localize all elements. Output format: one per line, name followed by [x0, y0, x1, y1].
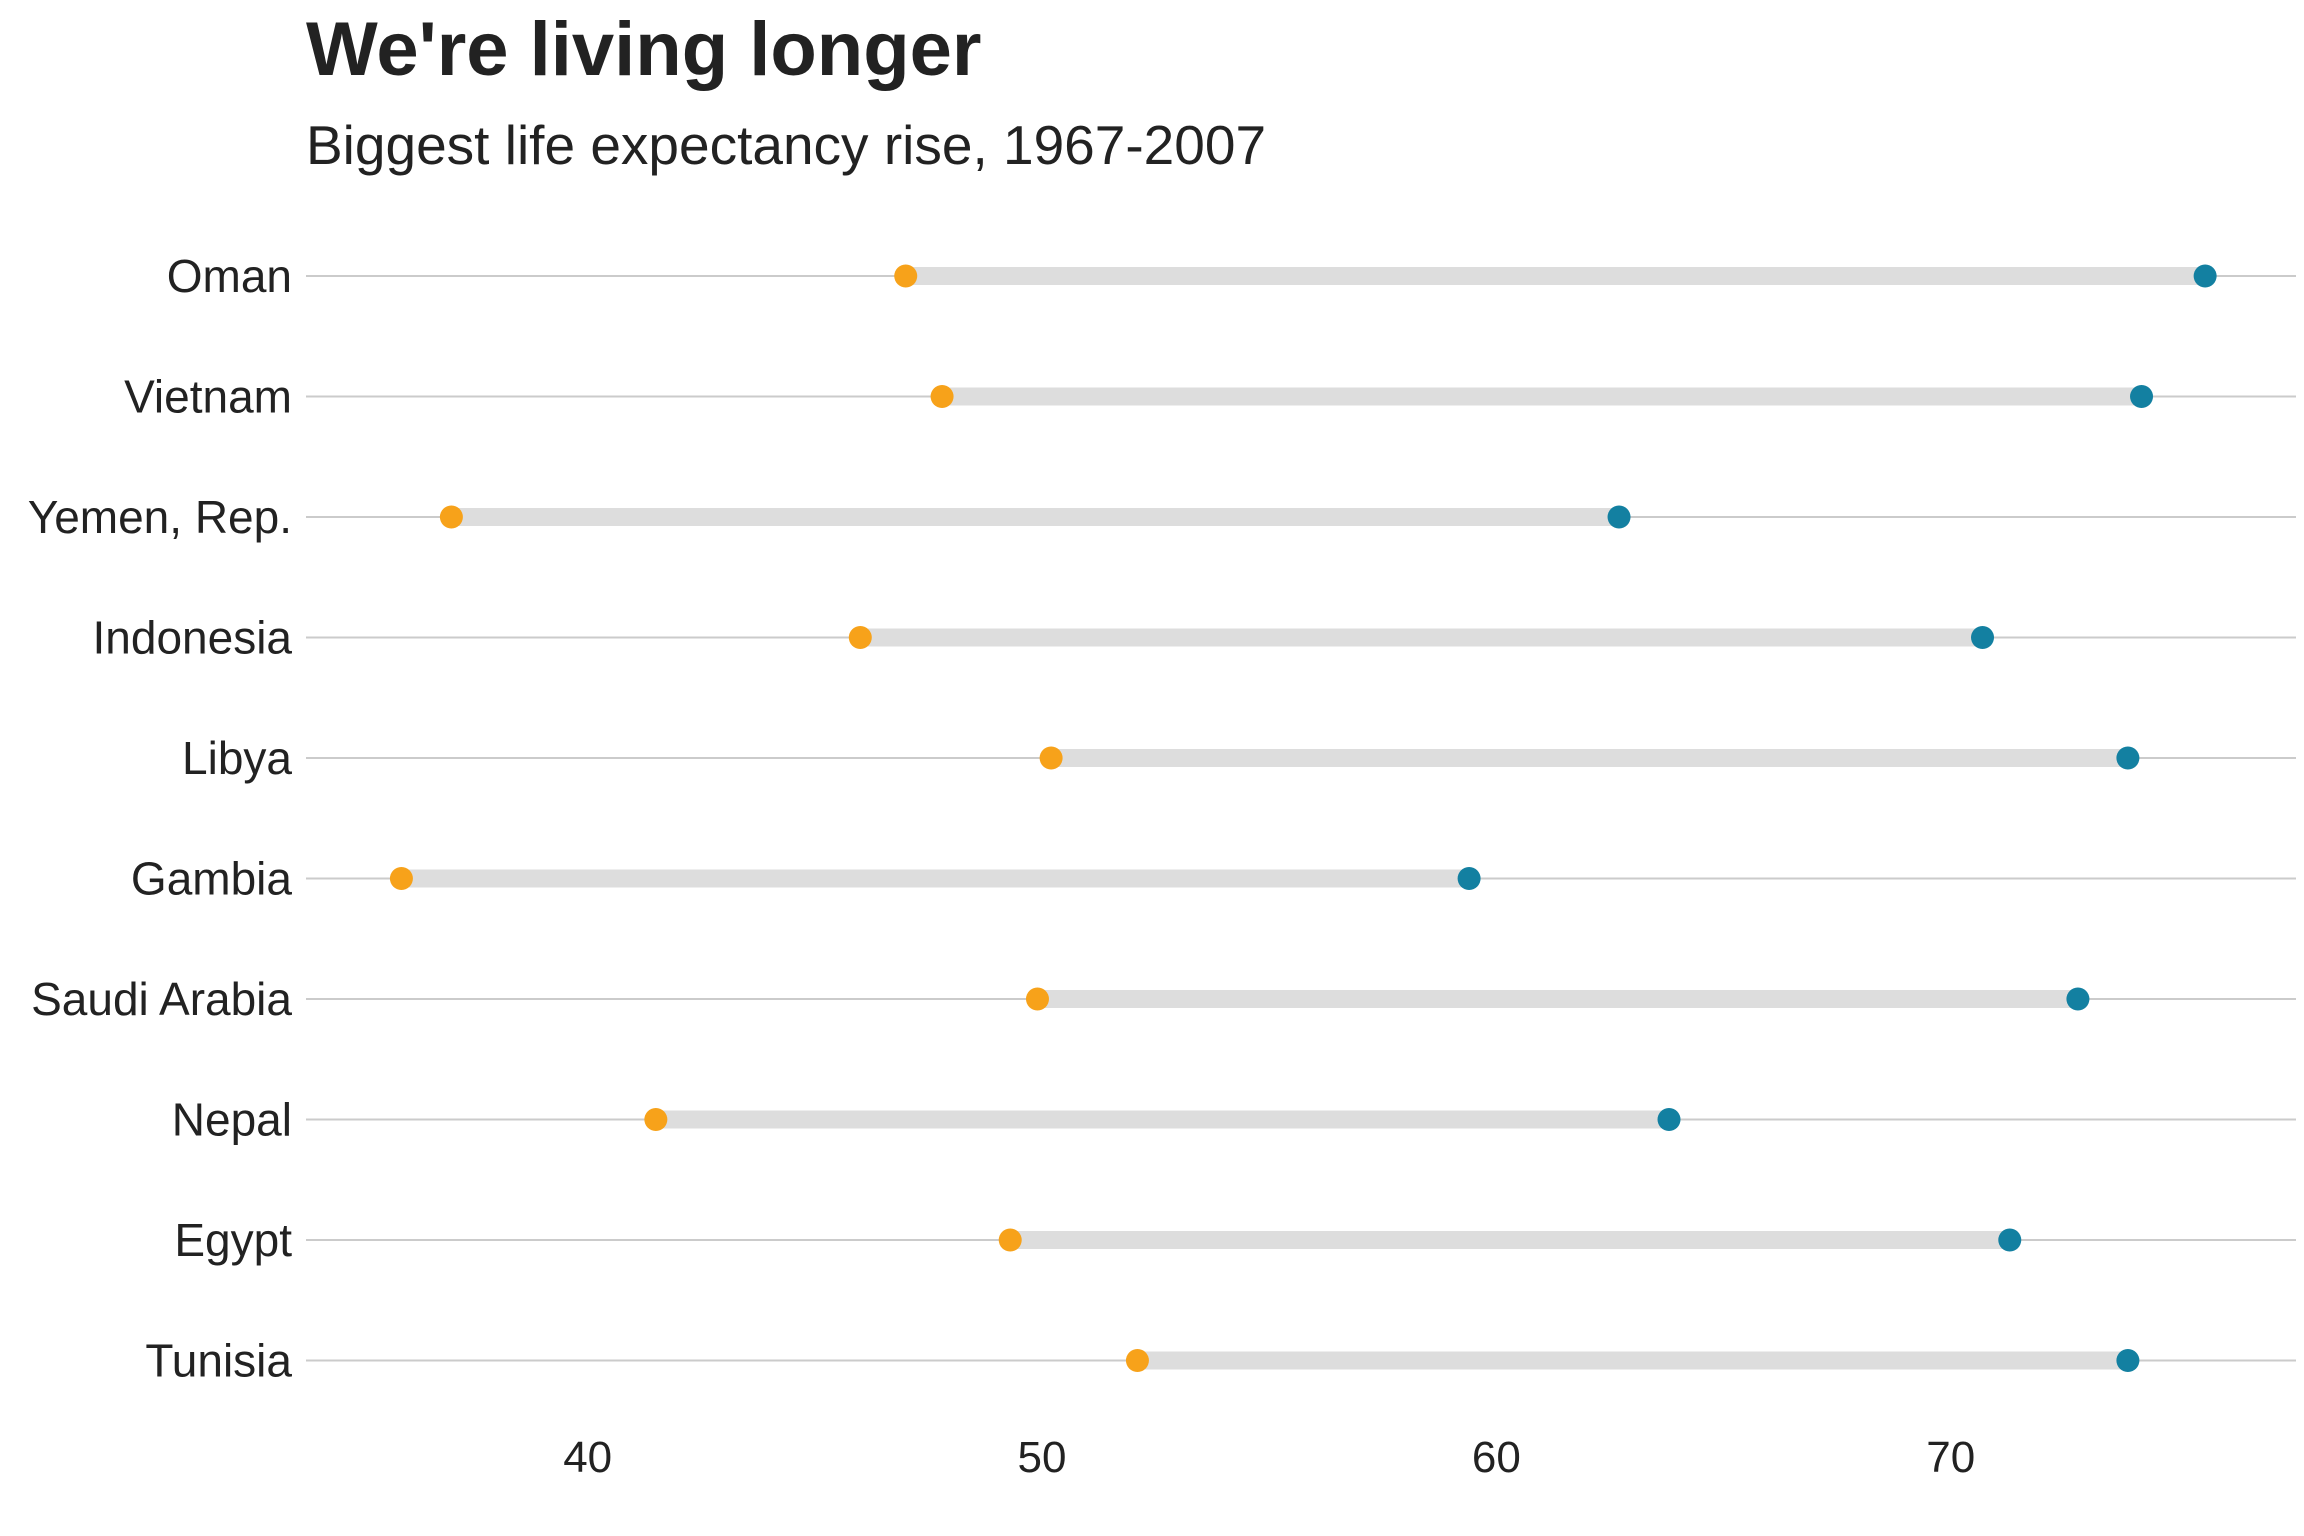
country-label: Nepal: [172, 1094, 292, 1146]
point-end: [1998, 1228, 2022, 1252]
x-tick-label: 40: [563, 1433, 612, 1482]
point-start: [894, 264, 918, 288]
point-start: [930, 385, 954, 408]
point-end: [2130, 385, 2154, 408]
country-label: Vietnam: [124, 371, 292, 423]
chart-subtitle: Biggest life expectancy rise, 1967-2007: [306, 114, 1267, 176]
point-start: [1125, 1349, 1149, 1372]
country-label: Tunisia: [145, 1335, 292, 1387]
country-label: Egypt: [174, 1214, 292, 1266]
country-labels: Oman Vietnam Yemen, Rep. Indonesia Libya Gamb…: [28, 250, 293, 1387]
chart-title: We're living longer: [306, 7, 982, 92]
country-label: Gambia: [131, 853, 292, 905]
point-end: [2066, 987, 2090, 1011]
point-end: [1971, 626, 1995, 649]
x-axis-ticks: 40 50 60 70: [563, 1433, 1975, 1482]
country-label: Yemen, Rep.: [28, 491, 292, 543]
point-start: [1039, 746, 1063, 770]
country-label: Libya: [182, 732, 292, 784]
point-start: [389, 867, 413, 890]
gridlines: [306, 275, 2296, 1362]
point-start: [848, 626, 872, 649]
point-end: [2193, 264, 2217, 288]
point-start: [1025, 987, 1049, 1011]
point-end: [1607, 505, 1631, 529]
country-label: Indonesia: [93, 612, 293, 664]
point-end: [2116, 746, 2140, 770]
point-start: [439, 505, 463, 529]
x-tick-label: 50: [1018, 1433, 1067, 1482]
country-label: Oman: [167, 250, 292, 302]
connectors: [401, 267, 2206, 1370]
x-tick-label: 70: [1926, 1433, 1975, 1482]
country-label: Saudi Arabia: [31, 973, 292, 1025]
point-end: [1457, 867, 1481, 890]
point-start: [644, 1108, 668, 1131]
x-tick-label: 60: [1472, 1433, 1521, 1482]
points: [389, 264, 2217, 1372]
point-end: [2116, 1349, 2140, 1372]
point-start: [998, 1228, 1022, 1252]
point-end: [1657, 1108, 1681, 1131]
